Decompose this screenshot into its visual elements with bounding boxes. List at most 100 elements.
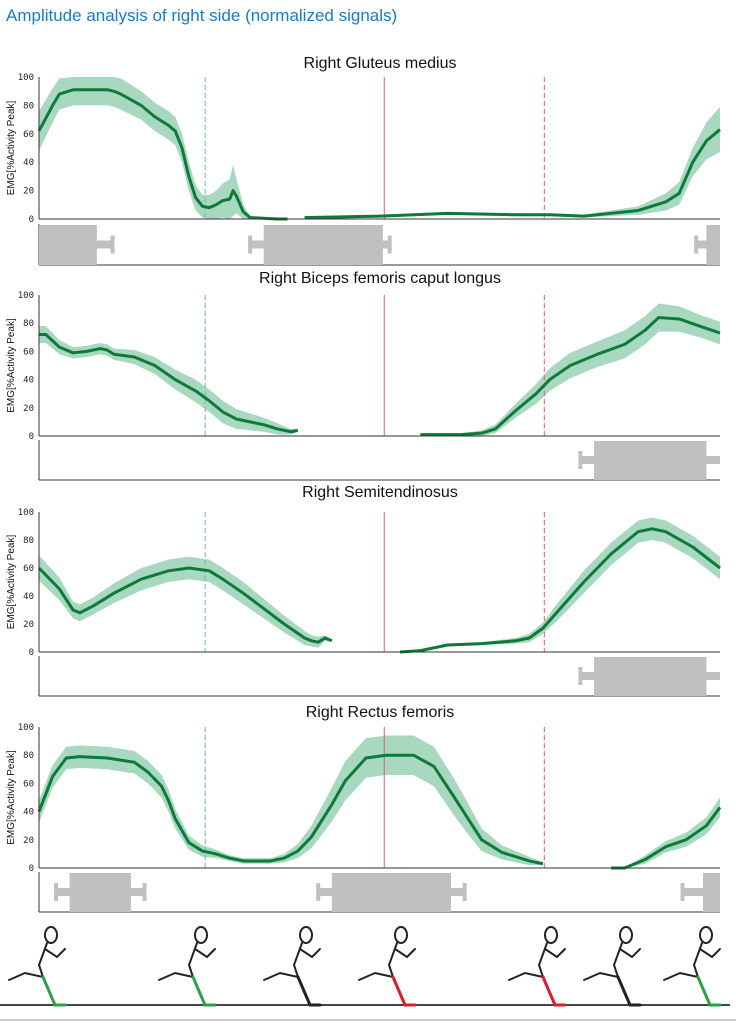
chart-title: Right Gluteus medius bbox=[304, 55, 457, 72]
runner-torso bbox=[37, 942, 48, 978]
runner-back-leg bbox=[358, 971, 394, 981]
runner-arm bbox=[394, 948, 416, 959]
y-axis-label: EMG[%Activity Peak] bbox=[6, 535, 17, 630]
runner-torso bbox=[537, 942, 548, 978]
y-tick-label: 100 bbox=[18, 73, 34, 83]
y-tick-label: 20 bbox=[23, 836, 34, 846]
runner-highlight-leg bbox=[41, 975, 67, 1007]
runner-back-leg bbox=[263, 971, 299, 981]
chart-panel: Right Semitendinosus EMG[%Activity Peak] 0… bbox=[6, 484, 721, 697]
main-title: Amplitude analysis of right side (normal… bbox=[6, 6, 398, 25]
y-tick-label: 80 bbox=[23, 751, 34, 761]
runner-highlight-leg bbox=[616, 975, 642, 1007]
chart-panel: Right Biceps femoris caput longus EMG[%Ac… bbox=[6, 270, 721, 481]
runner-arm bbox=[299, 948, 321, 959]
runner-head bbox=[194, 926, 208, 944]
y-axis-label: EMG[%Activity Peak] bbox=[6, 318, 17, 413]
runner-highlight-leg bbox=[696, 975, 722, 1007]
activity-bar bbox=[69, 873, 131, 912]
activity-whisker-cap bbox=[680, 883, 685, 901]
runner-torso bbox=[187, 942, 198, 978]
mean-line bbox=[39, 332, 299, 434]
runner-arm bbox=[544, 948, 566, 959]
runner-highlight-leg bbox=[541, 975, 567, 1007]
runner-highlight-leg bbox=[391, 975, 417, 1007]
runner-head bbox=[394, 926, 408, 944]
y-tick-label: 60 bbox=[23, 347, 34, 357]
activity-whisker-cap bbox=[387, 235, 392, 254]
runner-figure-icon bbox=[358, 926, 417, 1007]
activity-whisker-cap bbox=[54, 883, 59, 901]
activity-bar bbox=[331, 873, 452, 912]
y-tick-label: 80 bbox=[23, 101, 34, 111]
mean-line bbox=[611, 806, 722, 870]
activity-whisker-cap bbox=[578, 451, 583, 469]
runner-figure-icon bbox=[8, 926, 67, 1007]
y-tick-label: 80 bbox=[23, 319, 34, 329]
y-tick-label: 20 bbox=[23, 187, 34, 197]
runner-back-leg bbox=[158, 971, 194, 981]
runner-figures bbox=[0, 926, 736, 1021]
y-tick-label: 40 bbox=[23, 158, 34, 168]
runner-back-leg bbox=[663, 971, 699, 981]
sd-band bbox=[39, 326, 298, 435]
runner-head bbox=[44, 926, 58, 944]
mean-line bbox=[420, 316, 721, 437]
y-tick-label: 40 bbox=[23, 376, 34, 386]
y-tick-label: 0 bbox=[29, 864, 34, 874]
chart-title: Right Semitendinosus bbox=[302, 484, 458, 501]
runner-back-leg bbox=[8, 971, 44, 981]
runner-arm bbox=[619, 948, 641, 959]
activity-whisker-cap bbox=[578, 667, 583, 685]
runner-highlight-leg bbox=[296, 975, 322, 1007]
activity-whisker-cap bbox=[316, 883, 321, 901]
activity-whisker-cap bbox=[248, 235, 253, 254]
activity-whisker-cap bbox=[142, 883, 147, 901]
runner-arm bbox=[44, 948, 66, 959]
sd-band bbox=[611, 797, 720, 868]
runner-arm bbox=[699, 948, 721, 959]
runner-torso bbox=[692, 942, 703, 978]
y-tick-label: 100 bbox=[18, 508, 34, 518]
y-tick-label: 20 bbox=[23, 620, 34, 630]
y-tick-label: 100 bbox=[18, 291, 34, 301]
runner-torso bbox=[612, 942, 623, 978]
runner-head bbox=[699, 926, 713, 944]
activity-whisker bbox=[682, 888, 720, 896]
y-axis-label: EMG[%Activity Peak] bbox=[6, 750, 17, 845]
y-tick-label: 0 bbox=[29, 432, 34, 442]
mean-line bbox=[304, 128, 721, 220]
y-tick-label: 60 bbox=[23, 564, 34, 574]
sd-band bbox=[420, 303, 720, 436]
chart-title: Right Rectus femoris bbox=[306, 704, 455, 721]
y-tick-label: 60 bbox=[23, 130, 34, 140]
activity-whisker-cap bbox=[462, 883, 467, 901]
chart-panel: Right Gluteus medius EMG[%Activity Peak] 0… bbox=[6, 55, 721, 266]
y-tick-label: 60 bbox=[23, 779, 34, 789]
activity-whisker-cap bbox=[694, 235, 699, 254]
mean-line bbox=[37, 753, 544, 866]
y-tick-label: 80 bbox=[23, 536, 34, 546]
runner-arm bbox=[194, 948, 216, 959]
activity-whisker-cap bbox=[110, 235, 115, 254]
activity-bar bbox=[594, 441, 707, 480]
y-tick-label: 20 bbox=[23, 404, 34, 414]
runner-torso bbox=[292, 942, 303, 978]
runner-head bbox=[544, 926, 558, 944]
y-axis-label: EMG[%Activity Peak] bbox=[6, 101, 17, 196]
sd-band bbox=[39, 77, 288, 219]
mean-line bbox=[37, 566, 333, 644]
activity-bar bbox=[594, 657, 707, 696]
runner-figure-icon bbox=[583, 926, 642, 1007]
chart-title: Right Biceps femoris caput longus bbox=[259, 270, 501, 287]
runner-torso bbox=[387, 942, 398, 978]
runner-back-leg bbox=[508, 971, 544, 981]
chart-panel: Right Rectus femoris EMG[%Activity Peak] 0… bbox=[6, 704, 722, 913]
runner-figure-icon bbox=[263, 926, 322, 1007]
activity-bar bbox=[39, 225, 97, 265]
runner-highlight-leg bbox=[191, 975, 217, 1007]
y-tick-label: 40 bbox=[23, 592, 34, 602]
activity-bar bbox=[702, 873, 720, 912]
